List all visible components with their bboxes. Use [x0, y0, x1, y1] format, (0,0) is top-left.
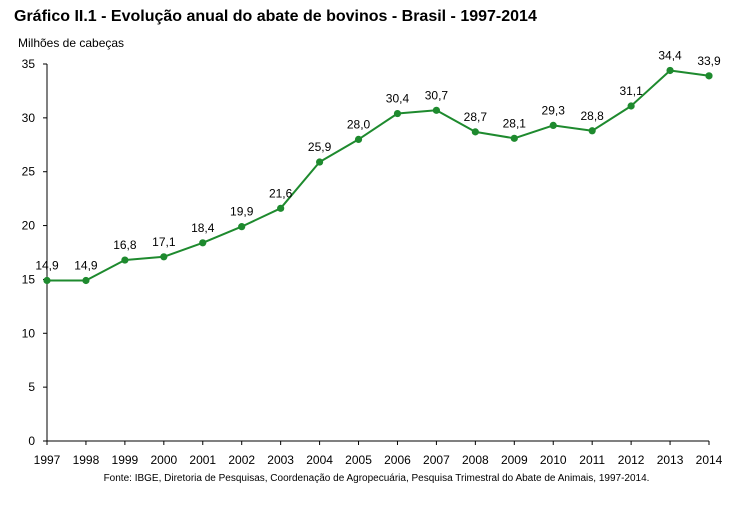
y-tick-label: 0: [28, 434, 35, 448]
data-point: [393, 109, 402, 118]
data-label: 28,1: [503, 116, 527, 130]
x-tick-label: 2010: [540, 453, 567, 467]
axes: [46, 64, 709, 442]
data-point: [315, 158, 324, 166]
data-point: [705, 72, 713, 80]
x-tick-label: 2001: [189, 453, 216, 467]
x-tick-label: 1998: [73, 453, 100, 467]
data-label: 28,8: [580, 109, 604, 123]
y-axis-ticks: 0 5 10 15 20 25 30 35: [22, 57, 47, 448]
data-label: 31,1: [619, 84, 643, 98]
y-tick-label: 5: [28, 380, 35, 394]
y-tick-label: 30: [22, 111, 36, 125]
y-tick-label: 35: [22, 57, 36, 71]
y-axis-title: Milhões de cabeças: [18, 36, 124, 50]
data-point: [238, 223, 246, 231]
y-tick-label: 15: [22, 272, 36, 286]
data-point: [588, 127, 596, 135]
data-label: 33,9: [697, 54, 721, 68]
series-line-group: [47, 69, 710, 282]
data-label: 16,8: [113, 238, 137, 252]
x-tick-label: 2005: [345, 453, 372, 467]
data-label: 19,9: [230, 205, 254, 219]
x-tick-label: 2004: [306, 453, 333, 467]
x-tick-label: 2014: [696, 453, 723, 467]
data-label: 25,9: [308, 140, 332, 154]
y-tick-label: 20: [22, 219, 36, 233]
data-point: [666, 66, 674, 75]
data-point: [471, 128, 479, 136]
x-tick-label: 2003: [267, 453, 294, 467]
data-label: 18,4: [191, 221, 215, 235]
data-label: 14,9: [35, 259, 59, 273]
data-point: [549, 121, 557, 129]
x-tick-label: 2002: [228, 453, 255, 467]
data-point: [627, 102, 635, 110]
data-label: 30,7: [425, 88, 449, 102]
x-tick-label: 1997: [34, 453, 61, 467]
data-point: [82, 276, 90, 285]
x-tick-label: 2011: [579, 453, 605, 467]
data-point: [43, 276, 51, 285]
data-point: [510, 134, 518, 142]
data-point: [160, 253, 168, 261]
x-axis-ticks: 1997 1998 1999 2000 2001 2002 2003 2004 2005 2006…: [34, 441, 723, 467]
data-label: 29,3: [542, 103, 566, 117]
x-tick-label: 2000: [150, 453, 177, 467]
data-label: 14,9: [74, 259, 98, 273]
data-point: [121, 256, 129, 264]
data-label: 28,0: [347, 117, 371, 131]
source-note: Fonte: IBGE, Diretoria de Pesquisas, Coo…: [103, 473, 650, 484]
data-label: 17,1: [152, 235, 176, 249]
data-point: [277, 204, 285, 212]
y-tick-label: 25: [22, 165, 36, 179]
data-labels: 14,9 14,9 16,8 17,1 18,4 19,9 21,6 25,9 28,0 30,4…: [35, 48, 721, 272]
data-points: [43, 66, 713, 285]
x-tick-label: 1999: [112, 453, 139, 467]
data-point: [432, 106, 441, 114]
chart-title: Gráfico II.1 - Evolução anual do abate d…: [14, 8, 537, 25]
series-line: [47, 69, 710, 282]
y-tick-label: 10: [22, 326, 36, 340]
x-tick-label: 2009: [501, 453, 528, 467]
x-tick-label: 2008: [462, 453, 489, 467]
data-label: 28,7: [464, 110, 488, 124]
x-tick-label: 2007: [423, 453, 450, 467]
data-point: [354, 135, 363, 143]
x-tick-label: 2006: [384, 453, 411, 467]
data-label: 34,4: [658, 48, 682, 62]
x-tick-label: 2012: [618, 453, 645, 467]
data-label: 21,6: [269, 186, 293, 200]
x-tick-label: 2013: [657, 453, 684, 467]
data-point: [199, 239, 207, 247]
data-label: 30,4: [386, 92, 410, 106]
